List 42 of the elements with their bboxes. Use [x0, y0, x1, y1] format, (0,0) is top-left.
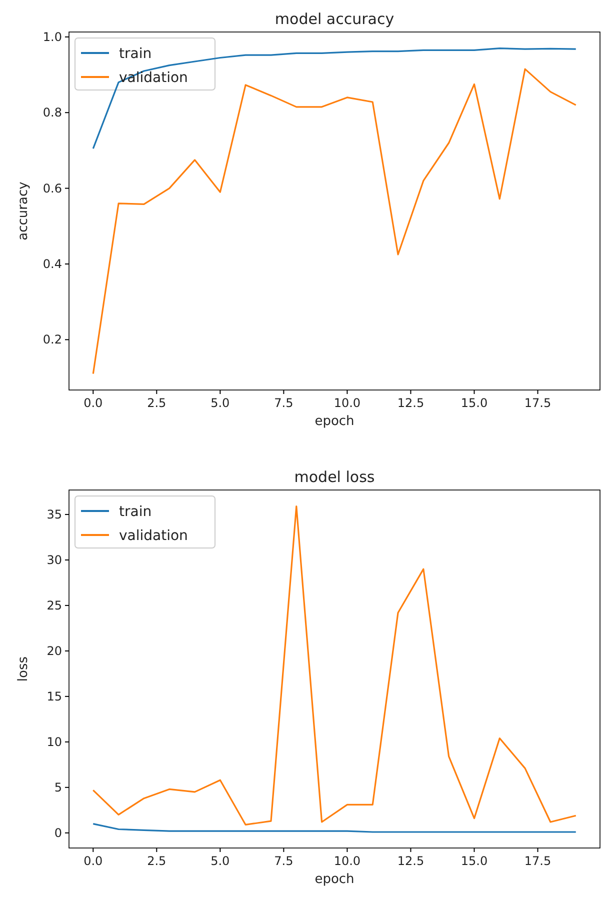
x-tick-label: 5.0 [210, 854, 230, 868]
x-tick-label: 10.0 [334, 396, 361, 410]
y-axis-title: loss [16, 656, 31, 682]
legend-label: train [119, 46, 152, 62]
x-tick-label: 17.5 [524, 396, 552, 410]
x-tick-label: 0.0 [84, 854, 103, 868]
y-tick-label: 0.2 [42, 332, 62, 347]
line-series [92, 68, 577, 375]
y-tick-label: 15 [46, 689, 62, 704]
x-tick-label: 15.0 [460, 854, 488, 868]
x-tick-label: 15.0 [460, 396, 488, 410]
legend-label: validation [119, 528, 188, 544]
y-tick-label: 5 [54, 780, 62, 794]
x-tick-label: 17.5 [524, 854, 552, 868]
x-tick-label: 0.0 [84, 396, 103, 410]
x-axis-title: epoch [314, 414, 354, 429]
x-axis-title: epoch [314, 872, 354, 887]
x-tick-label: 12.5 [397, 854, 424, 868]
y-tick-label: 25 [46, 598, 62, 612]
line-series [92, 823, 577, 833]
legend-label: train [119, 504, 152, 520]
y-tick-label: 0 [54, 826, 62, 840]
chart-title: model loss [294, 468, 375, 486]
y-tick-label: 0.8 [42, 106, 62, 120]
y-tick-label: 10 [46, 734, 62, 749]
x-tick-label: 7.5 [274, 396, 294, 410]
line-series [92, 505, 577, 826]
x-tick-label: 5.0 [210, 396, 230, 410]
y-tick-label: 30 [46, 552, 62, 567]
x-tick-label: 12.5 [397, 396, 424, 410]
line-series [92, 47, 577, 150]
y-tick-label: 35 [46, 507, 62, 522]
x-tick-label: 7.5 [274, 854, 294, 868]
x-tick-label: 10.0 [334, 854, 361, 868]
x-tick-label: 2.5 [147, 396, 166, 410]
x-tick-label: 2.5 [147, 854, 166, 868]
y-axis-title: accuracy [16, 181, 31, 240]
y-tick-label: 0.4 [42, 256, 62, 271]
chart-title: model accuracy [274, 10, 394, 28]
y-tick-label: 0.6 [42, 181, 62, 196]
y-tick-label: 20 [46, 644, 62, 658]
y-tick-label: 1.0 [42, 30, 62, 44]
